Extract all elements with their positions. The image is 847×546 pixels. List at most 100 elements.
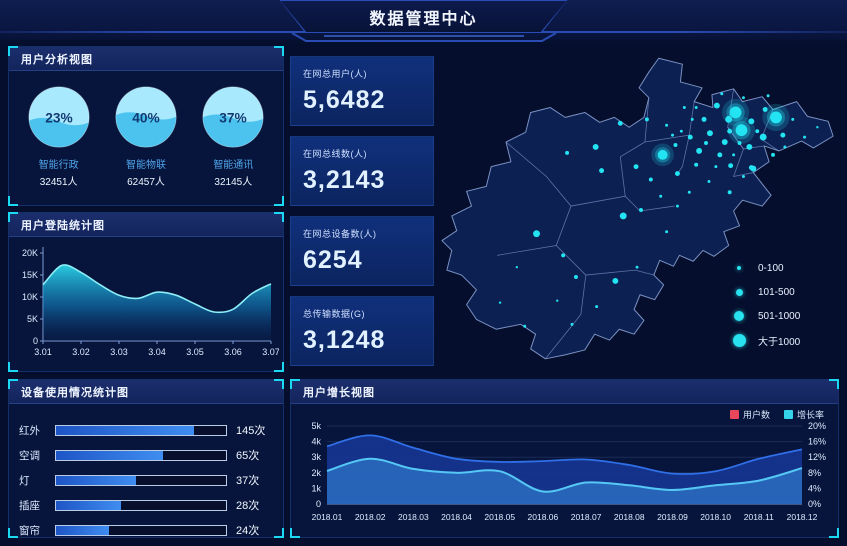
map-data-dot: [725, 115, 733, 123]
map-data-dot: [498, 301, 502, 304]
legend-item-growth[interactable]: 增长率: [783, 408, 824, 421]
legend-label: 101-500: [758, 286, 795, 298]
map-legend-item: 0-100: [730, 256, 800, 280]
map-data-dot: [717, 152, 723, 158]
map-data-dot: [694, 162, 699, 167]
device-bar-row: 红外 145次: [19, 418, 271, 442]
corner-bracket: [274, 196, 284, 206]
corner-bracket: [829, 379, 839, 389]
device-bar-list: 红外 145次 空调 65次灯 37次 插座 28次 窗帘 24次: [9, 404, 283, 542]
device-bar-row: 插座 28次: [19, 493, 271, 517]
panel-device-usage: 设备使用情况统计图 红外 145次 空调 65次灯 37次 插座 28次 窗帘 24次: [8, 379, 284, 538]
legend-label: 大于1000: [758, 336, 801, 348]
liquid-gauge: 23% 智能行政 32451人: [20, 85, 98, 188]
stat-card: 在网总设备数(人) 6254: [290, 216, 434, 286]
map-data-dot: [687, 190, 691, 194]
svg-text:3.04: 3.04: [148, 347, 166, 357]
corner-bracket: [8, 212, 18, 222]
map-data-dot: [533, 230, 540, 238]
map-data-dot: [755, 129, 760, 134]
svg-text:2018.10: 2018.10: [700, 512, 731, 522]
device-bar-fill: [56, 500, 121, 510]
gauge-count: 32451人: [39, 177, 78, 188]
map-data-dot: [816, 126, 819, 129]
stat-value: 5,6482: [303, 86, 386, 114]
growth-chart-legend: 用户数 增长率: [729, 408, 824, 421]
map-data-dot: [674, 171, 680, 177]
svg-text:4%: 4%: [808, 483, 821, 493]
map-data-dot: [659, 194, 663, 198]
svg-text:15K: 15K: [22, 270, 38, 280]
map-data-dot: [573, 275, 578, 279]
gauge-percent: 23%: [45, 110, 72, 125]
device-bar-track: [55, 424, 227, 436]
map-data-dot: [595, 305, 599, 309]
map-data-dot: [746, 143, 753, 150]
map-data-dot: [783, 145, 787, 149]
map-data-dot: [741, 175, 745, 178]
map-data-dot: [599, 168, 605, 174]
map-data-dot: [690, 117, 694, 121]
map-data-dot: [665, 123, 669, 127]
stat-label: 在网总用户(人): [303, 69, 367, 79]
map-data-dot: [592, 143, 599, 150]
map-data-dot: [728, 163, 734, 169]
svg-text:3.03: 3.03: [110, 347, 128, 357]
svg-text:2018.03: 2018.03: [398, 512, 429, 522]
legend-swatch-icon: [729, 410, 739, 419]
panel-user-growth: 用户增长视图 用户数 增长率 0 0% 1k 4% 2k 8% 3k 12% 4k 16% 5k 20%…: [290, 379, 839, 538]
gauge-count: 62457人: [127, 177, 165, 188]
map-data-dot: [675, 204, 679, 208]
legend-series-name: 增长率: [796, 410, 824, 420]
map-size-legend: 0-100 101-500 501-1000 大于1000: [730, 256, 800, 352]
map-data-dot: [707, 179, 711, 183]
map-data-dot: [750, 165, 757, 172]
svg-text:2018.09: 2018.09: [657, 512, 688, 522]
gauge-row: 23% 智能行政 32451人 40% 智能物联 62457人 37% 智能通讯 32145人: [9, 71, 283, 188]
svg-text:12%: 12%: [808, 452, 826, 462]
device-bar-fill: [56, 525, 109, 535]
svg-text:3.07: 3.07: [262, 347, 279, 357]
map-data-dot: [748, 118, 755, 125]
map-data-dot: [720, 92, 724, 96]
svg-text:2018.01: 2018.01: [312, 512, 343, 522]
device-bar-fill: [56, 475, 136, 485]
map-data-dot: [803, 135, 807, 139]
legend-item-users[interactable]: 用户数: [729, 408, 770, 421]
map-data-dot: [759, 133, 767, 141]
map-data-dot: [762, 107, 768, 112]
stat-value: 3,2143: [303, 166, 386, 194]
svg-text:5K: 5K: [27, 314, 38, 324]
growth-area-chart: 0 0% 1k 4% 2k 8% 3k 12% 4k 16% 5k 20% 2018.01 2018.02…: [311, 421, 826, 522]
panel-title-login-stats: 用户登陆统计图: [9, 213, 283, 237]
device-bar-row: 窗帘 24次: [19, 518, 271, 542]
map-data-dot: [780, 132, 786, 138]
device-bar-fill: [56, 425, 194, 435]
corner-bracket: [274, 362, 284, 372]
corner-bracket: [290, 379, 300, 389]
map-data-dot: [682, 106, 686, 110]
device-value: 65次: [236, 450, 260, 462]
corner-bracket: [290, 528, 300, 538]
svg-text:8%: 8%: [808, 468, 821, 478]
login-area-chart: 0 5K 10K 15K 20K 3.01 3.02 3.03 3.04 3.05 3.06 3.07: [22, 247, 279, 357]
legend-label: 501-1000: [758, 310, 801, 322]
map-legend-item: 大于1000: [730, 328, 800, 352]
device-bar-track: [55, 524, 227, 536]
device-value: 28次: [236, 500, 260, 512]
map-data-dot: [714, 165, 718, 169]
stat-card: 在网总用户(人) 5,6482: [290, 56, 434, 126]
corner-bracket: [8, 46, 18, 56]
corner-bracket: [274, 528, 284, 538]
map-data-dot: [766, 94, 770, 98]
svg-text:16%: 16%: [808, 437, 826, 447]
device-bar-row: 空调 65次: [19, 443, 271, 467]
province-map: [441, 57, 834, 360]
device-value: 37次: [236, 475, 260, 487]
svg-text:2018.02: 2018.02: [355, 512, 386, 522]
map-legend-item: 101-500: [730, 280, 800, 304]
map-data-dot: [770, 111, 782, 124]
legend-dot-icon: [737, 266, 741, 270]
gauge-circle: 37%: [202, 86, 264, 148]
map-data-dot: [657, 149, 668, 160]
